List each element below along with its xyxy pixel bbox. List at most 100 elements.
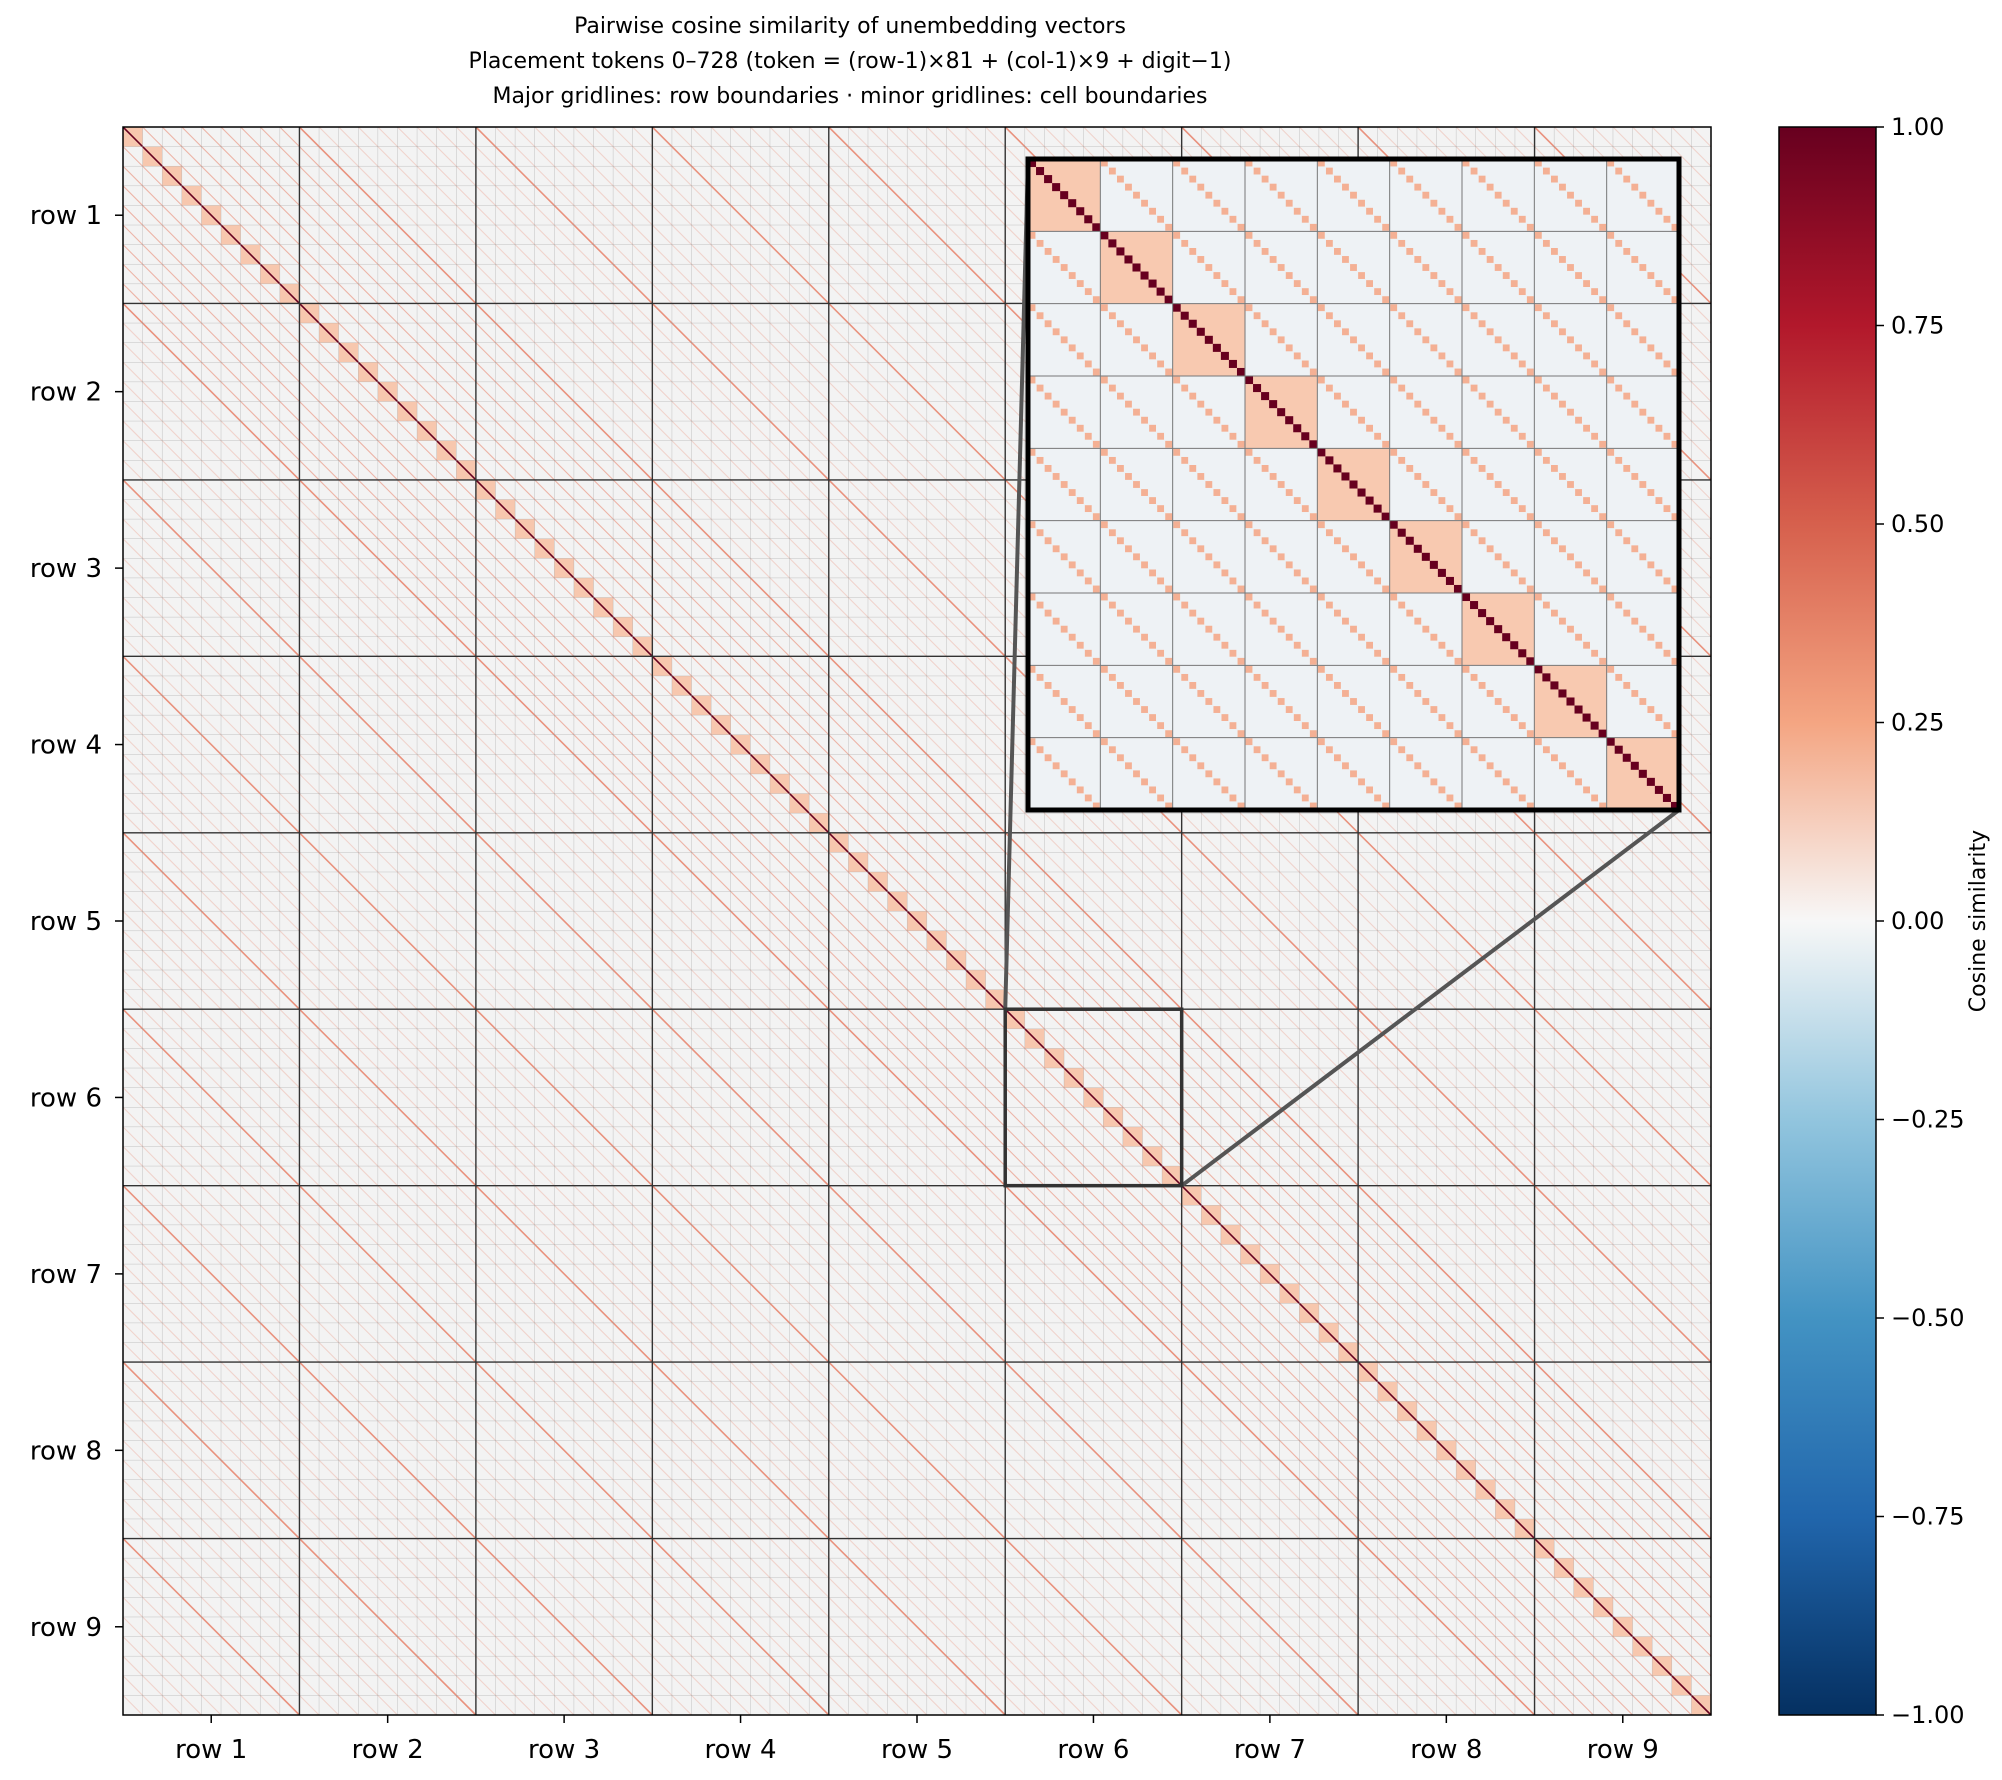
inset-same-digit-cell	[1462, 231, 1470, 239]
inset-same-digit-cell	[1366, 569, 1373, 577]
inset-same-digit-cell	[1575, 561, 1582, 569]
minor-gridlines	[123, 127, 1711, 1715]
inset-same-digit-cell	[1189, 537, 1197, 545]
title-line-3: Major gridlines: row boundaries · minor …	[492, 84, 1207, 109]
inset-same-digit-cell	[1269, 690, 1277, 697]
inset-same-digit-cell	[1615, 673, 1623, 681]
heatmap-diagonal	[122, 126, 1712, 1716]
inset-same-digit-cell	[1197, 256, 1205, 263]
inset-same-digit-cell	[1269, 328, 1277, 336]
inset-same-digit-cell	[1205, 770, 1213, 778]
inset-same-digit-cell	[1317, 231, 1325, 239]
inset-same-digit-cell	[1623, 175, 1631, 183]
inset-diagonal-cell	[1196, 327, 1205, 336]
inset-same-digit-cell	[1454, 440, 1462, 448]
inset-same-digit-cell	[1631, 473, 1639, 480]
inset-same-digit-cell	[1309, 657, 1317, 665]
inset-diagonal-cell	[1574, 705, 1583, 714]
inset-same-digit-cell	[1422, 336, 1430, 344]
inset-same-digit-cell	[1309, 513, 1317, 521]
inset-same-digit-cell	[1350, 770, 1357, 778]
same-digit-stripe	[122, 753, 1085, 1716]
inset-diagonal-cell	[1630, 761, 1639, 770]
inset-same-digit-cell	[1599, 440, 1607, 448]
inset-same-digit-cell	[1591, 577, 1599, 585]
inset-same-digit-cell	[1599, 585, 1607, 593]
inset-same-digit-cell	[1245, 593, 1253, 601]
inset-same-digit-cell	[1149, 714, 1156, 721]
inset-diagonal-cell	[1228, 359, 1237, 368]
inset-same-digit-cell	[1591, 215, 1599, 223]
inset-same-digit-cell	[1414, 617, 1422, 625]
inset-diagonal-cell	[1453, 584, 1462, 593]
inset-same-digit-cell	[1470, 529, 1478, 537]
inset-same-digit-cell	[1092, 296, 1100, 304]
inset-diagonal-cell	[1172, 303, 1181, 312]
inset-same-digit-cell	[1567, 553, 1574, 561]
inset-same-digit-cell	[1350, 191, 1357, 199]
inset-same-digit-cell	[1245, 304, 1253, 312]
inset-same-digit-cell	[1117, 175, 1124, 183]
inset-same-digit-cell	[1293, 641, 1301, 649]
inset-same-digit-cell	[1663, 722, 1671, 730]
same-digit-stripe	[122, 283, 1555, 1716]
same-digit-stripe	[122, 1263, 575, 1716]
inset-same-digit-cell	[1237, 440, 1245, 448]
inset-diagonal-cell	[1068, 199, 1077, 208]
inset-same-digit-cell	[1599, 657, 1607, 665]
inset-same-digit-cell	[1157, 577, 1165, 585]
inset-same-digit-cell	[1406, 682, 1414, 689]
inset-diagonal-cell	[1036, 167, 1045, 176]
inset-same-digit-cell	[1052, 617, 1060, 625]
inset-diagonal-cell	[1076, 207, 1085, 216]
inset-same-digit-cell	[1044, 682, 1052, 689]
inset-same-digit-cell	[1382, 802, 1390, 810]
inset-same-digit-cell	[1213, 272, 1221, 279]
inset-same-digit-cell	[1591, 505, 1599, 513]
inset-same-digit-cell	[1076, 280, 1084, 287]
inset-same-digit-cell	[1133, 625, 1140, 633]
inset-same-digit-cell	[1446, 722, 1454, 730]
inset-same-digit-cell	[1084, 794, 1092, 802]
inset-diagonal-cell	[1470, 601, 1479, 610]
inset-diagonal-cell	[1654, 785, 1663, 794]
inset-same-digit-cell	[1301, 577, 1309, 585]
inset-same-digit-cell	[1060, 698, 1068, 705]
inset-same-digit-cell	[1301, 649, 1309, 657]
inset-same-digit-cell	[1245, 159, 1253, 167]
inset-same-digit-cell	[1478, 465, 1486, 472]
inset-same-digit-cell	[1068, 778, 1076, 786]
inset-same-digit-cell	[1462, 159, 1470, 167]
inset-same-digit-cell	[1358, 416, 1365, 424]
inset-same-digit-cell	[1559, 473, 1566, 480]
inset-diagonal-cell	[1132, 263, 1141, 272]
inset-same-digit-cell	[1237, 296, 1245, 304]
inset-same-digit-cell	[1197, 690, 1205, 697]
inset-same-digit-cell	[1623, 248, 1631, 255]
inset-same-digit-cell	[1518, 722, 1526, 730]
inset-same-digit-cell	[1285, 344, 1293, 352]
inset-same-digit-cell	[1237, 223, 1245, 231]
inset-same-digit-cell	[1157, 505, 1165, 513]
same-digit-stripe	[122, 950, 888, 1716]
inset-diagonal-cell	[1397, 528, 1406, 537]
inset-same-digit-cell	[1325, 746, 1333, 754]
inset-same-digit-cell	[1309, 585, 1317, 593]
inset-same-digit-cell	[1639, 553, 1647, 561]
inset-same-digit-cell	[1494, 698, 1502, 705]
diagonal-line	[122, 126, 1712, 1716]
inset-same-digit-cell	[1623, 537, 1631, 545]
inset-same-digit-cell	[1486, 473, 1494, 480]
inset-same-digit-cell	[1269, 617, 1277, 625]
inset-same-digit-cell	[1631, 690, 1639, 697]
inset-same-digit-cell	[1028, 304, 1036, 312]
inset-same-digit-cell	[1100, 448, 1108, 456]
inset-diagonal-cell	[1510, 641, 1519, 650]
inset-same-digit-cell	[1301, 215, 1309, 223]
inset-same-digit-cell	[1125, 617, 1132, 625]
inset-same-digit-cell	[1551, 537, 1558, 545]
y-tick-label: row 6	[30, 1083, 102, 1113]
inset-same-digit-cell	[1454, 802, 1462, 810]
inset-diagonal-cell	[1269, 400, 1278, 409]
same-digit-stripe	[122, 832, 1006, 1716]
